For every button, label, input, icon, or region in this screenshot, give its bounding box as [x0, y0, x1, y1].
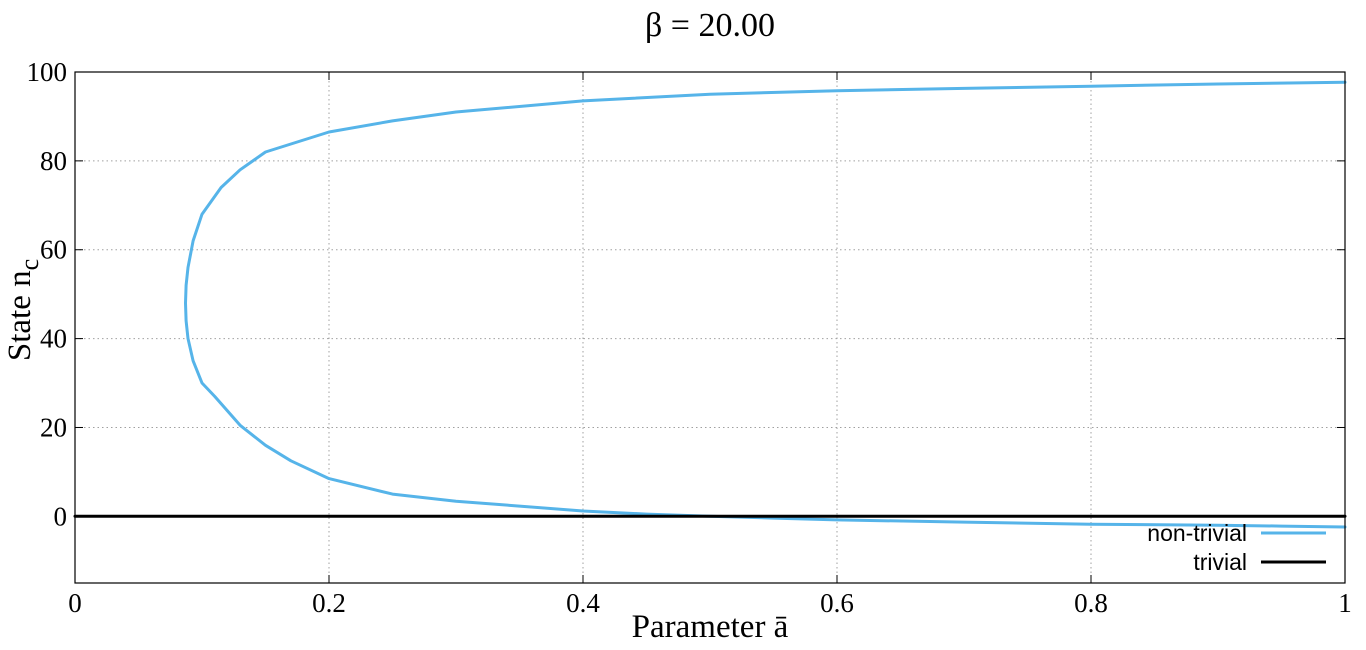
legend: non-trivial trivial [1147, 520, 1326, 575]
plot-frame [74, 71, 1346, 584]
legend-label-non-trivial: non-trivial [1147, 520, 1247, 546]
y-tick-label: 100 [27, 57, 68, 87]
y-tick-label: 0 [54, 501, 68, 531]
series-line-non-trivial [184, 80, 1347, 529]
y-tick-label: 80 [40, 146, 67, 176]
tick-labels: 0 0.2 0.4 0.6 0.8 1 0 20 40 60 80 100 [27, 57, 1352, 618]
chart-title: β = 20.00 [645, 7, 775, 44]
legend-label-trivial: trivial [1193, 549, 1247, 575]
y-axis-label-group: State nc [2, 259, 44, 361]
y-tick-label: 20 [40, 412, 67, 442]
x-tick-label: 0.2 [312, 588, 346, 618]
x-tick-label: 0.4 [566, 588, 600, 618]
x-tick-label: 0.6 [820, 588, 854, 618]
x-tick-label: 0.8 [1074, 588, 1108, 618]
y-axis-label: State nc [2, 259, 44, 361]
y-axis-label-main: State n [2, 270, 38, 361]
y-tick-label: 40 [40, 324, 67, 354]
series-layer [73, 80, 1347, 529]
x-axis-label: Parameter ā [632, 609, 789, 645]
ticks [74, 71, 1346, 583]
x-tick-label: 0 [68, 588, 82, 618]
y-tick-label: 60 [40, 235, 67, 265]
grid [75, 72, 1345, 583]
x-tick-label: 1 [1338, 588, 1352, 618]
y-axis-label-subscript: c [15, 259, 44, 271]
